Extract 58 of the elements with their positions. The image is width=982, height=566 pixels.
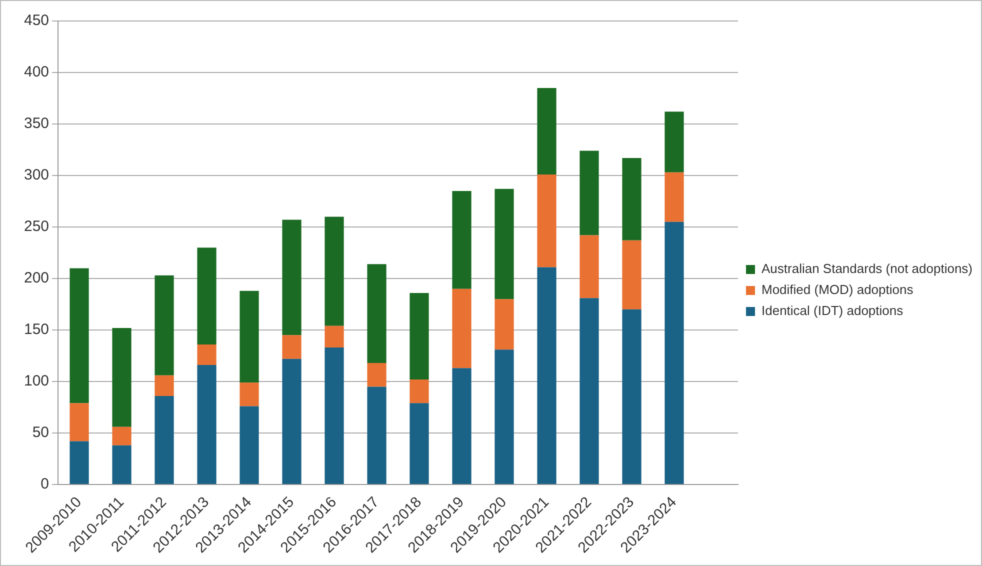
y-tick-label: 400 xyxy=(24,64,50,81)
bar xyxy=(240,382,259,406)
bar xyxy=(664,112,684,172)
y-tick-label: 200 xyxy=(24,270,50,287)
bar xyxy=(197,365,216,484)
bar xyxy=(154,275,174,376)
bar xyxy=(664,222,684,484)
y-tick-label: 300 xyxy=(24,166,50,184)
bar xyxy=(70,441,89,484)
bar xyxy=(410,292,429,380)
bar xyxy=(580,150,599,236)
bar xyxy=(494,299,514,350)
bar xyxy=(622,158,642,240)
bar xyxy=(452,368,472,484)
bar xyxy=(410,403,429,484)
bar xyxy=(197,248,216,344)
bar xyxy=(664,172,684,222)
bar xyxy=(282,335,302,359)
bar xyxy=(452,190,472,289)
bar xyxy=(240,406,259,484)
bar xyxy=(154,375,174,396)
y-tick-label: 250 xyxy=(24,218,50,236)
bar xyxy=(494,350,514,484)
y-tick-label: 50 xyxy=(32,424,50,442)
bar xyxy=(367,362,386,387)
legend-label: Identical (IDT) adoptions xyxy=(762,303,904,318)
bar xyxy=(324,216,344,326)
bar xyxy=(452,288,472,368)
bar xyxy=(70,403,89,442)
bar xyxy=(367,264,386,363)
bar xyxy=(410,379,429,404)
bar xyxy=(580,298,599,484)
bar xyxy=(197,344,216,366)
bar xyxy=(282,220,302,336)
bar xyxy=(537,88,556,174)
bar xyxy=(154,396,174,484)
bar xyxy=(282,358,302,484)
bar xyxy=(70,268,89,404)
bar xyxy=(112,328,132,427)
bar xyxy=(494,188,514,300)
bar xyxy=(537,267,556,484)
y-tick-label: 350 xyxy=(24,115,50,132)
bar xyxy=(580,235,599,298)
y-tick-label: 100 xyxy=(24,372,50,390)
y-tick-label: 150 xyxy=(24,321,50,338)
legend-label: Modified (MOD) adoptions xyxy=(762,282,914,298)
bar xyxy=(622,309,642,484)
bar xyxy=(112,445,132,484)
bar xyxy=(537,174,556,268)
bar xyxy=(112,426,132,446)
bar xyxy=(367,386,386,484)
y-tick-label: 0 xyxy=(40,476,50,493)
bar xyxy=(324,348,344,484)
bar xyxy=(324,326,344,348)
legend-label: Australian Standards (not adoptions) xyxy=(762,261,973,276)
y-tick-label: 450 xyxy=(24,12,50,30)
bar xyxy=(622,240,642,310)
bar xyxy=(240,290,259,383)
